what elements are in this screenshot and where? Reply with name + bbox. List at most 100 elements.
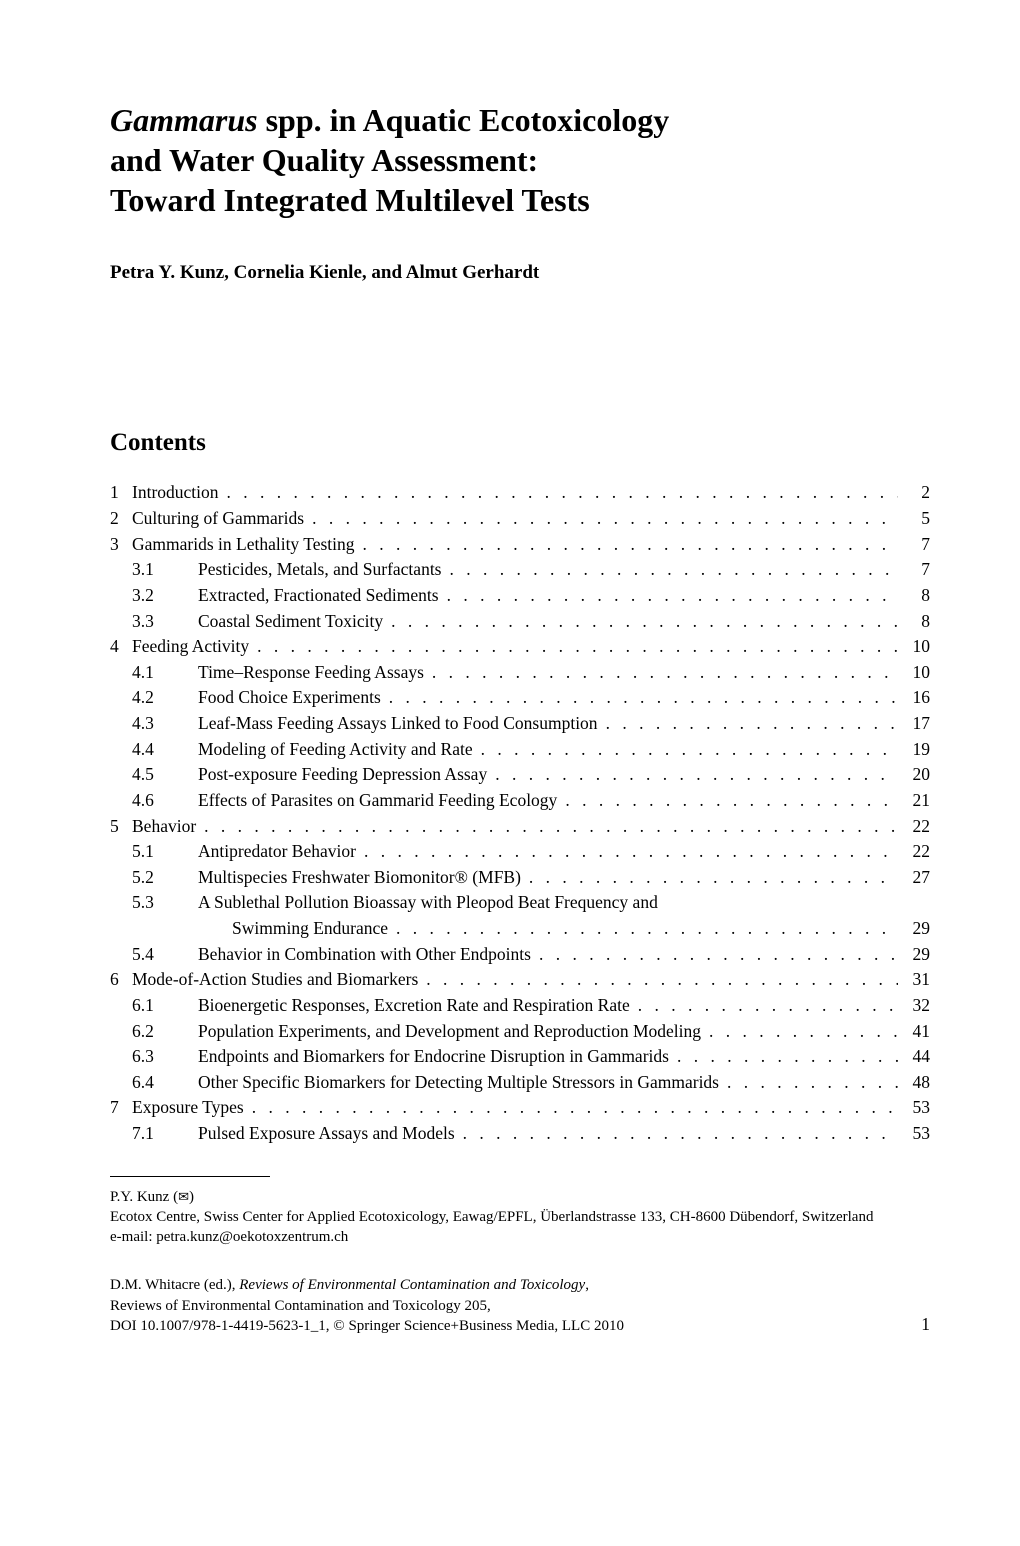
toc-row: 5.4Behavior in Combination with Other En… (110, 943, 930, 967)
toc-entry-number: 5 (110, 815, 132, 839)
toc-entry-page: 27 (902, 866, 930, 890)
footnote-name-line: P.Y. Kunz (✉) (110, 1187, 930, 1207)
toc-entry-number: 3.3 (110, 610, 198, 634)
toc-row: 6.3Endpoints and Biomarkers for Endocrin… (110, 1045, 930, 1069)
toc-leaders (389, 686, 898, 710)
toc-row: 1Introduction 2 (110, 481, 930, 505)
toc-entry-page: 21 (902, 789, 930, 813)
toc-entry-number: 3.1 (110, 558, 198, 582)
toc-entry-page: 10 (902, 635, 930, 659)
toc-entry-label: Bioenergetic Responses, Excretion Rate a… (198, 994, 634, 1018)
toc-row: 6Mode-of-Action Studies and Biomarkers31 (110, 968, 930, 992)
toc-leaders (391, 610, 898, 634)
toc-leaders (495, 763, 898, 787)
toc-entry-label: Mode-of-Action Studies and Biomarkers (132, 968, 422, 992)
toc-entry-label: Multispecies Freshwater Biomonitor® (MFB… (198, 866, 525, 890)
toc-leaders (481, 738, 898, 762)
toc-entry-page: 22 (902, 815, 930, 839)
toc-row: 5.3A Sublethal Pollution Bioassay with P… (110, 891, 930, 915)
toc-row: 3.3Coastal Sediment Toxicity8 (110, 610, 930, 634)
toc-entry-number: 4.2 (110, 686, 198, 710)
toc-entry-page: 48 (902, 1071, 930, 1095)
toc-entry-label: Population Experiments, and Development … (198, 1020, 705, 1044)
toc-entry-label: Behavior (132, 815, 200, 839)
toc-entry-label: Exposure Types (132, 1096, 248, 1120)
toc-entry-label: Other Specific Biomarkers for Detecting … (198, 1071, 723, 1095)
toc-row: 5.1Antipredator Behavior22 (110, 840, 930, 864)
toc-entry-label: Time–Response Feeding Assays (198, 661, 428, 685)
chapter-title: Gammarus spp. in Aquatic Ecotoxicology a… (110, 100, 930, 220)
authors: Petra Y. Kunz, Cornelia Kienle, and Almu… (110, 260, 930, 286)
toc-row: 5.2Multispecies Freshwater Biomonitor® (… (110, 866, 930, 890)
toc-entry-page: 41 (902, 1020, 930, 1044)
footnote-name: P.Y. Kunz ( (110, 1189, 178, 1205)
toc-entry-page: 44 (902, 1045, 930, 1069)
toc-row: 6.4Other Specific Biomarkers for Detecti… (110, 1071, 930, 1095)
toc-entry-label: Pulsed Exposure Assays and Models (198, 1122, 459, 1146)
toc-row: 4.2Food Choice Experiments16 (110, 686, 930, 710)
footnote-rule (110, 1176, 270, 1177)
toc-row: 5Behavior 22 (110, 815, 930, 839)
toc-leaders (450, 558, 899, 582)
toc-entry-label: Post-exposure Feeding Depression Assay (198, 763, 491, 787)
toc-leaders (312, 507, 898, 531)
toc-entry-label: Introduction (132, 481, 223, 505)
toc-leaders (539, 943, 898, 967)
toc-row: Swimming Endurance29 (110, 917, 930, 941)
toc-row: 4.4Modeling of Feeding Activity and Rate… (110, 738, 930, 762)
toc-row: 4.6Effects of Parasites on Gammarid Feed… (110, 789, 930, 813)
toc-entry-page: 29 (902, 917, 930, 941)
table-of-contents: 1Introduction22Culturing of Gammarids53G… (110, 481, 930, 1145)
toc-entry-label: Endpoints and Biomarkers for Endocrine D… (198, 1045, 673, 1069)
toc-leaders (396, 917, 898, 941)
toc-entry-number: 3 (110, 533, 132, 557)
toc-leaders (565, 789, 898, 813)
title-genus-italic: Gammarus (110, 102, 258, 138)
toc-entry-label: Effects of Parasites on Gammarid Feeding… (198, 789, 561, 813)
toc-entry-page: 7 (902, 558, 930, 582)
toc-row: 4.3Leaf-Mass Feeding Assays Linked to Fo… (110, 712, 930, 736)
toc-entry-number: 5.4 (110, 943, 198, 967)
toc-row: 7Exposure Types 53 (110, 1096, 930, 1120)
toc-entry-label: Modeling of Feeding Activity and Rate (198, 738, 477, 762)
toc-row: 3Gammarids in Lethality Testing7 (110, 533, 930, 557)
toc-entry-page: 5 (902, 507, 930, 531)
toc-entry-number: 4.6 (110, 789, 198, 813)
toc-entry-page: 8 (902, 610, 930, 634)
footer-book-title: Reviews of Environmental Contamination a… (239, 1277, 585, 1293)
toc-leaders (606, 712, 898, 736)
toc-entry-label: A Sublethal Pollution Bioassay with Pleo… (198, 891, 662, 915)
footnote-affiliation: Ecotox Centre, Swiss Center for Applied … (110, 1207, 930, 1227)
toc-entry-number: 4 (110, 635, 132, 659)
toc-entry-label: Gammarids in Lethality Testing (132, 533, 359, 557)
toc-row: 2Culturing of Gammarids 5 (110, 507, 930, 531)
toc-entry-label: Food Choice Experiments (198, 686, 385, 710)
toc-leaders (727, 1071, 898, 1095)
toc-row: 4.5Post-exposure Feeding Depression Assa… (110, 763, 930, 787)
toc-row: 6.2Population Experiments, and Developme… (110, 1020, 930, 1044)
toc-entry-page: 31 (902, 968, 930, 992)
toc-entry-page: 8 (902, 584, 930, 608)
contents-heading: Contents (110, 426, 930, 460)
toc-leaders (364, 840, 898, 864)
footer-page-number: 1 (921, 1313, 930, 1337)
toc-entry-number: 1 (110, 481, 132, 505)
toc-entry-number: 7 (110, 1096, 132, 1120)
toc-entry-page: 29 (902, 943, 930, 967)
toc-entry-label: Pesticides, Metals, and Surfactants (198, 558, 446, 582)
toc-entry-number: 4.3 (110, 712, 198, 736)
toc-entry-label: Behavior in Combination with Other Endpo… (198, 943, 535, 967)
toc-entry-number: 5.1 (110, 840, 198, 864)
toc-entry-label: Extracted, Fractionated Sediments (198, 584, 443, 608)
toc-leaders (426, 968, 898, 992)
toc-entry-page: 53 (902, 1096, 930, 1120)
toc-entry-label: Culturing of Gammarids (132, 507, 308, 531)
toc-leaders (529, 866, 898, 890)
toc-entry-number: 2 (110, 507, 132, 531)
title-rest-1: spp. in Aquatic Ecotoxicology (258, 102, 670, 138)
toc-entry-number: 4.4 (110, 738, 198, 762)
toc-leaders (204, 815, 898, 839)
toc-entry-page: 2 (902, 481, 930, 505)
toc-leaders (432, 661, 898, 685)
toc-entry-number: 6.4 (110, 1071, 198, 1095)
